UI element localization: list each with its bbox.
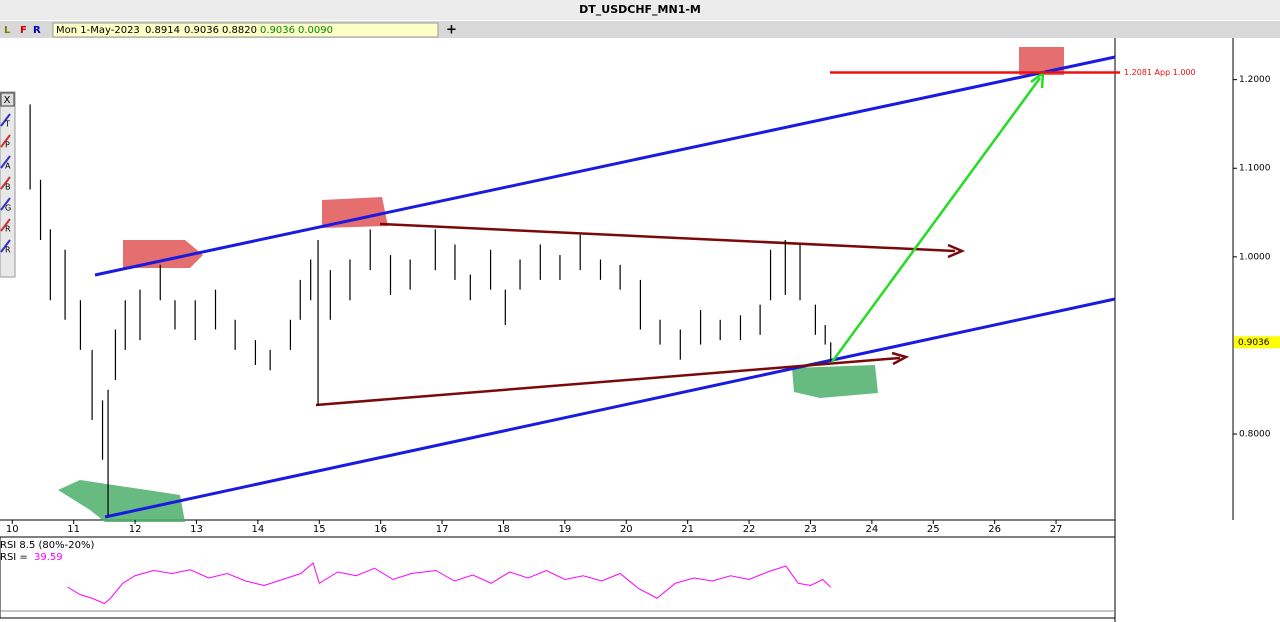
info-value: 0.8914 [145, 25, 180, 36]
y-tick-label: 1.2000 [1239, 75, 1271, 85]
price-series: 10 11 12 13 14 15 16 17 18 19 20 21 22 23 24 25 26 27 0.80… [6, 68, 1280, 535]
tool-button[interactable]: L [4, 25, 11, 36]
x-tick-label: 16 [374, 524, 387, 535]
rsi-line [67, 562, 832, 605]
arrow-head [947, 243, 966, 259]
title-bar [0, 0, 1280, 20]
tool-icon [0, 134, 11, 148]
tool-button[interactable]: F [20, 25, 27, 36]
tool-letter[interactable]: P [5, 141, 10, 150]
trend-line [315, 356, 901, 407]
x-tick-label: 22 [743, 524, 756, 535]
tool-letter[interactable]: R [5, 225, 11, 234]
trend-line [379, 222, 956, 253]
info-value: 0.9036 [184, 25, 219, 36]
close-label[interactable]: X [4, 95, 11, 106]
tool-button[interactable]: R [33, 25, 41, 36]
info-value: 0.9036 [260, 25, 295, 36]
zone [123, 240, 203, 268]
x-tick-label: 12 [129, 524, 142, 535]
rsi-label: RSI = [0, 552, 28, 563]
price-tag-label: 0.9036 [1238, 338, 1270, 348]
x-tick-label: 25 [927, 524, 940, 535]
x-tick-label: 13 [190, 524, 203, 535]
x-tick-label: 17 [436, 524, 449, 535]
x-tick-label: 10 [6, 524, 19, 535]
arrow-head [891, 351, 910, 366]
tool-icon [0, 155, 11, 169]
y-tick-label: 0.8000 [1239, 430, 1271, 440]
rsi-title: RSI 8.5 (80%-20%) [0, 540, 94, 551]
window-title: DT_USDCHF_MN1-M [579, 3, 701, 16]
x-tick-label: 24 [865, 524, 878, 535]
x-tick-label: 19 [559, 524, 572, 535]
y-tick-label: 1.1000 [1239, 164, 1271, 174]
zone [792, 365, 878, 398]
target-label: 1.2081 App 1.000 [1124, 68, 1196, 77]
rsi-series [67, 562, 832, 605]
projection-arrow [830, 77, 1042, 363]
x-tick-label: 27 [1050, 524, 1063, 535]
x-tick-label: 11 [67, 524, 80, 535]
tool-letter[interactable]: T [4, 120, 10, 129]
zone [322, 197, 388, 228]
y-tick-label: 1.0000 [1239, 252, 1271, 262]
add-button[interactable]: + [446, 23, 457, 38]
x-tick-label: 20 [620, 524, 633, 535]
tool-icon [0, 239, 11, 253]
x-tick-label: 18 [497, 524, 510, 535]
close-button[interactable] [0, 92, 15, 107]
channel-line [104, 297, 1116, 519]
info-value: 0.0090 [298, 25, 333, 36]
tool-icon [0, 218, 11, 232]
info-value: 0.8820 [222, 25, 257, 36]
zone [58, 480, 185, 522]
tool-letter[interactable]: A [5, 162, 11, 171]
plot-area [0, 38, 1115, 520]
tool-icon [0, 197, 11, 211]
info-box [52, 22, 439, 38]
rsi-panel [0, 536, 1116, 619]
rsi-value: 39.59 [34, 552, 63, 563]
tool-letter[interactable]: B [5, 183, 11, 192]
tool-strip [0, 91, 16, 278]
x-tick-label: 14 [252, 524, 265, 535]
channel-line [94, 55, 1116, 277]
tool-list: T P A B G R R [0, 113, 11, 255]
tool-letter[interactable]: G [5, 204, 11, 213]
x-tick-label: 26 [988, 524, 1001, 535]
x-tick-label: 15 [313, 524, 326, 535]
tool-letter[interactable]: R [5, 246, 11, 255]
x-tick-label: 23 [804, 524, 817, 535]
price-tag [1234, 336, 1280, 349]
tool-icon [0, 113, 11, 127]
tool-icon [0, 176, 11, 190]
info-date: Mon 1-May-2023 [56, 25, 140, 36]
x-tick-label: 21 [681, 524, 694, 535]
